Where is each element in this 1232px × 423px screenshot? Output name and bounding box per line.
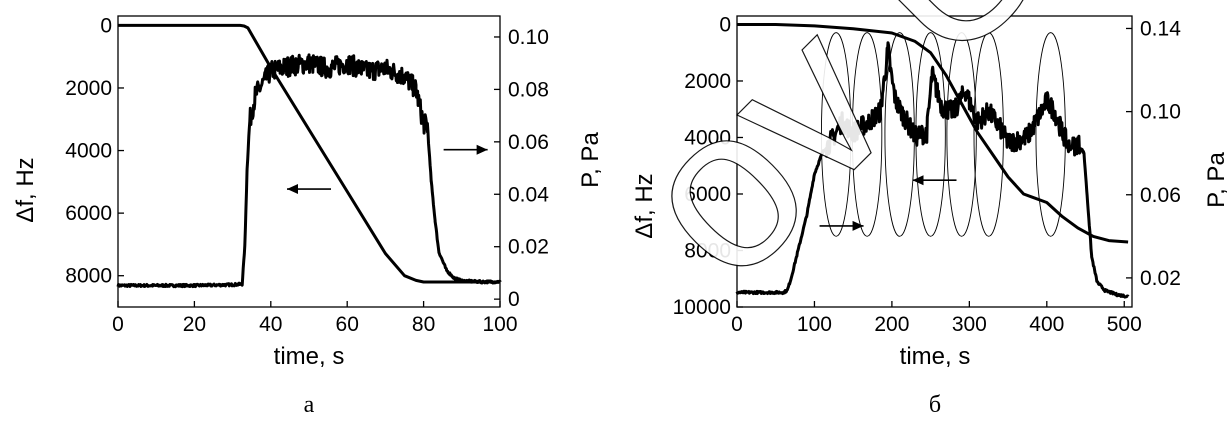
y-left-tick-label: 8000 <box>65 265 112 288</box>
x-tick-label: 400 <box>1029 313 1064 336</box>
plot-frame-a <box>117 15 501 308</box>
arrow-head <box>912 175 924 186</box>
annotations-b <box>819 175 957 231</box>
x-tick-label: 500 <box>1107 313 1142 336</box>
series-line-frequency <box>118 23 500 284</box>
x-tick-label: 0 <box>731 313 743 336</box>
y-right-tick-label: 0.08 <box>508 78 549 101</box>
x-axis-label-b: time, s <box>900 343 971 370</box>
series-line-frequency <box>737 23 1129 244</box>
y-left-tick-label: 0 <box>719 13 731 36</box>
y-left-tick-label: 4000 <box>684 126 731 149</box>
arrow-head <box>476 144 488 155</box>
arrow-head <box>852 220 864 231</box>
y-left-tick-label: 6000 <box>65 202 112 225</box>
annotations-a <box>287 144 488 195</box>
y-right-tick-label: 0 <box>508 288 520 311</box>
series-line-pressure <box>116 53 502 289</box>
y-right-tick-label: 0.02 <box>508 236 549 259</box>
x-tick-label: 100 <box>797 313 832 336</box>
ticks-a: 0 20 40 60 80 1000200040006000800000.020.040.… <box>65 14 549 336</box>
plot-frame-b <box>736 15 1133 308</box>
y-left-axis-label-b: Δf, Hz <box>631 173 658 238</box>
panel-a: 0 20 40 60 80 1000200040006000800000.020.040.… <box>12 14 604 418</box>
x-tick-label: 60 <box>336 313 359 336</box>
x-tick-label: 80 <box>412 313 435 336</box>
y-right-axis-label-b: P, Pa <box>1203 152 1230 208</box>
y-right-tick-label: 0.06 <box>1140 184 1181 207</box>
x-tick-label: 100 <box>482 313 517 336</box>
y-left-tick-label: 2000 <box>684 70 731 93</box>
y-left-tick-label: 2000 <box>65 77 112 100</box>
x-tick-label: 200 <box>874 313 909 336</box>
y-left-tick-label: 0 <box>100 14 112 37</box>
x-tick-label: 0 <box>112 313 124 336</box>
y-right-axis-label-a: P, Pa <box>577 132 604 188</box>
y-right-tick-label: 0.10 <box>1140 101 1181 124</box>
panel-label-a: a <box>304 392 315 418</box>
y-right-tick-label: 0.14 <box>1140 17 1181 40</box>
highlight-ellipse <box>946 32 977 237</box>
y-right-tick-label: 0.06 <box>508 131 549 154</box>
ticks-b: 0 100 200 300 400 500 0 2000 4000 6000 8000 10000 0.… <box>673 13 1182 336</box>
series-line-pressure <box>735 41 1130 299</box>
x-axis-label-a: time, s <box>274 343 345 370</box>
y-right-tick-label: 0.10 <box>508 26 549 49</box>
y-right-tick-label: 0.04 <box>508 183 549 206</box>
watermark: ov Unive <box>585 0 1232 327</box>
panel-label-b: б <box>929 392 941 418</box>
y-left-tick-label: 10000 <box>673 296 731 319</box>
x-tick-label: 300 <box>952 313 987 336</box>
series-b <box>735 23 1130 299</box>
y-left-tick-label: 8000 <box>684 239 731 262</box>
panel-b: 0 100 200 300 400 500 0 2000 4000 6000 8000 10000 0.… <box>631 13 1230 418</box>
series-a <box>116 23 502 289</box>
y-right-tick-label: 0.02 <box>1140 267 1181 290</box>
y-left-axis-label-a: Δf, Hz <box>12 157 39 222</box>
y-left-tick-label: 4000 <box>65 140 112 163</box>
ellipses-b <box>820 32 1066 237</box>
y-left-tick-label: 6000 <box>684 183 731 206</box>
x-tick-label: 20 <box>183 313 206 336</box>
x-tick-label: 40 <box>259 313 282 336</box>
arrow-head <box>287 184 298 195</box>
